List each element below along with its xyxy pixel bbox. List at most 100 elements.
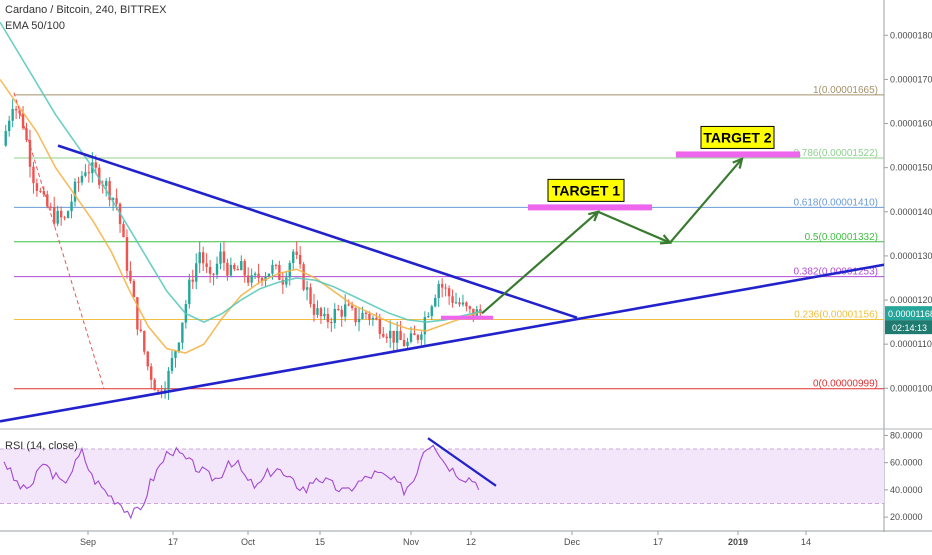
chart-title: Cardano / Bitcoin, 240, BITTREX bbox=[5, 4, 167, 16]
candle-up bbox=[7, 120, 11, 132]
candle-up bbox=[395, 331, 399, 343]
targets: TARGET 1 TARGET 2 bbox=[528, 125, 800, 211]
candle-up bbox=[323, 313, 326, 317]
candle-up bbox=[229, 264, 233, 276]
time-tick-label: Dec bbox=[564, 537, 581, 547]
candle-down bbox=[458, 302, 461, 305]
time-tick-label: 14 bbox=[801, 537, 811, 547]
target-badge bbox=[547, 178, 625, 202]
candle-up bbox=[177, 342, 181, 352]
candle-down bbox=[447, 288, 451, 297]
candle-up bbox=[174, 351, 177, 358]
rsi-label: RSI (14, close) bbox=[5, 440, 78, 452]
candle-up bbox=[170, 357, 174, 371]
fib-level-label: 0.5(0.00001332) bbox=[805, 232, 878, 243]
candle-up bbox=[4, 131, 7, 146]
candle-up bbox=[11, 108, 14, 121]
candle-down bbox=[42, 191, 46, 195]
drawings bbox=[0, 92, 885, 423]
candle-down bbox=[440, 283, 444, 288]
candle-down bbox=[226, 262, 229, 276]
candle-down bbox=[18, 110, 21, 114]
candle-down bbox=[115, 198, 118, 204]
candle-down bbox=[14, 108, 18, 111]
candle-up bbox=[111, 198, 115, 200]
resistance-trendline bbox=[57, 144, 578, 319]
candle-up bbox=[437, 283, 440, 299]
candle-down bbox=[59, 210, 63, 218]
candle-down bbox=[77, 181, 80, 183]
ema-50-line bbox=[0, 78, 483, 354]
candle-up bbox=[73, 181, 77, 202]
decline-dashed-line bbox=[13, 92, 105, 389]
candle-up bbox=[56, 210, 59, 224]
candle-down bbox=[94, 162, 97, 168]
candle-down bbox=[156, 390, 160, 392]
candle-down bbox=[53, 206, 56, 224]
candle-down bbox=[108, 181, 111, 200]
consolidation-box bbox=[441, 315, 493, 320]
candle-down bbox=[326, 313, 330, 323]
rsi-tick-label: 40.0000 bbox=[890, 485, 923, 495]
candle-down bbox=[337, 308, 340, 310]
candle-down bbox=[416, 335, 420, 340]
candle-down bbox=[122, 224, 125, 238]
candle-down bbox=[402, 339, 406, 347]
candle-down bbox=[451, 296, 454, 303]
fib-level-label: 1(0.00001665) bbox=[813, 85, 878, 96]
candle-up bbox=[198, 252, 201, 264]
candle-down bbox=[465, 302, 468, 307]
candle-down bbox=[49, 206, 52, 208]
candle-up bbox=[271, 264, 274, 274]
candle-down bbox=[212, 273, 215, 275]
candle-up bbox=[167, 370, 170, 390]
fib-level-label: 0.618(0.00001410) bbox=[793, 197, 878, 208]
candle-up bbox=[267, 273, 271, 277]
candle-up bbox=[219, 251, 222, 264]
candle-down bbox=[146, 351, 149, 367]
candle-down bbox=[413, 333, 416, 336]
candle-up bbox=[195, 263, 198, 282]
candle-down bbox=[260, 277, 264, 281]
candle-up bbox=[70, 201, 73, 212]
candle-down bbox=[392, 330, 395, 343]
candle-down bbox=[257, 273, 260, 278]
target-label: TARGET 2 bbox=[703, 129, 771, 145]
candle-down bbox=[150, 366, 153, 380]
time-tick-label: Nov bbox=[403, 537, 420, 547]
candle-up bbox=[305, 287, 309, 290]
countdown-label: 02:14:13 bbox=[892, 323, 927, 333]
time-tick-label: 2019 bbox=[728, 537, 748, 547]
candle-down bbox=[208, 267, 212, 274]
candle-down bbox=[295, 251, 298, 255]
candle-down bbox=[319, 308, 323, 317]
candle-down bbox=[143, 330, 146, 352]
candle-down bbox=[246, 275, 250, 283]
target-zone bbox=[676, 151, 800, 158]
candle-down bbox=[205, 263, 208, 268]
candle-down bbox=[87, 172, 91, 174]
time-tick-label: 17 bbox=[653, 537, 663, 547]
candle-down bbox=[191, 279, 194, 282]
candle-down bbox=[347, 304, 350, 306]
candle-up bbox=[292, 251, 295, 264]
time-tick-label: 15 bbox=[315, 537, 325, 547]
candle-up bbox=[316, 308, 319, 315]
candle-up bbox=[434, 298, 437, 307]
candle-down bbox=[302, 264, 305, 290]
candle-down bbox=[274, 264, 278, 266]
candle-up bbox=[215, 263, 219, 275]
candle-down bbox=[378, 319, 382, 334]
candlesticks bbox=[4, 99, 482, 400]
fib-level-label: 0.786(0.00001522) bbox=[793, 148, 878, 159]
candle-down bbox=[35, 183, 39, 191]
candle-up bbox=[66, 211, 70, 218]
candle-down bbox=[201, 252, 205, 264]
